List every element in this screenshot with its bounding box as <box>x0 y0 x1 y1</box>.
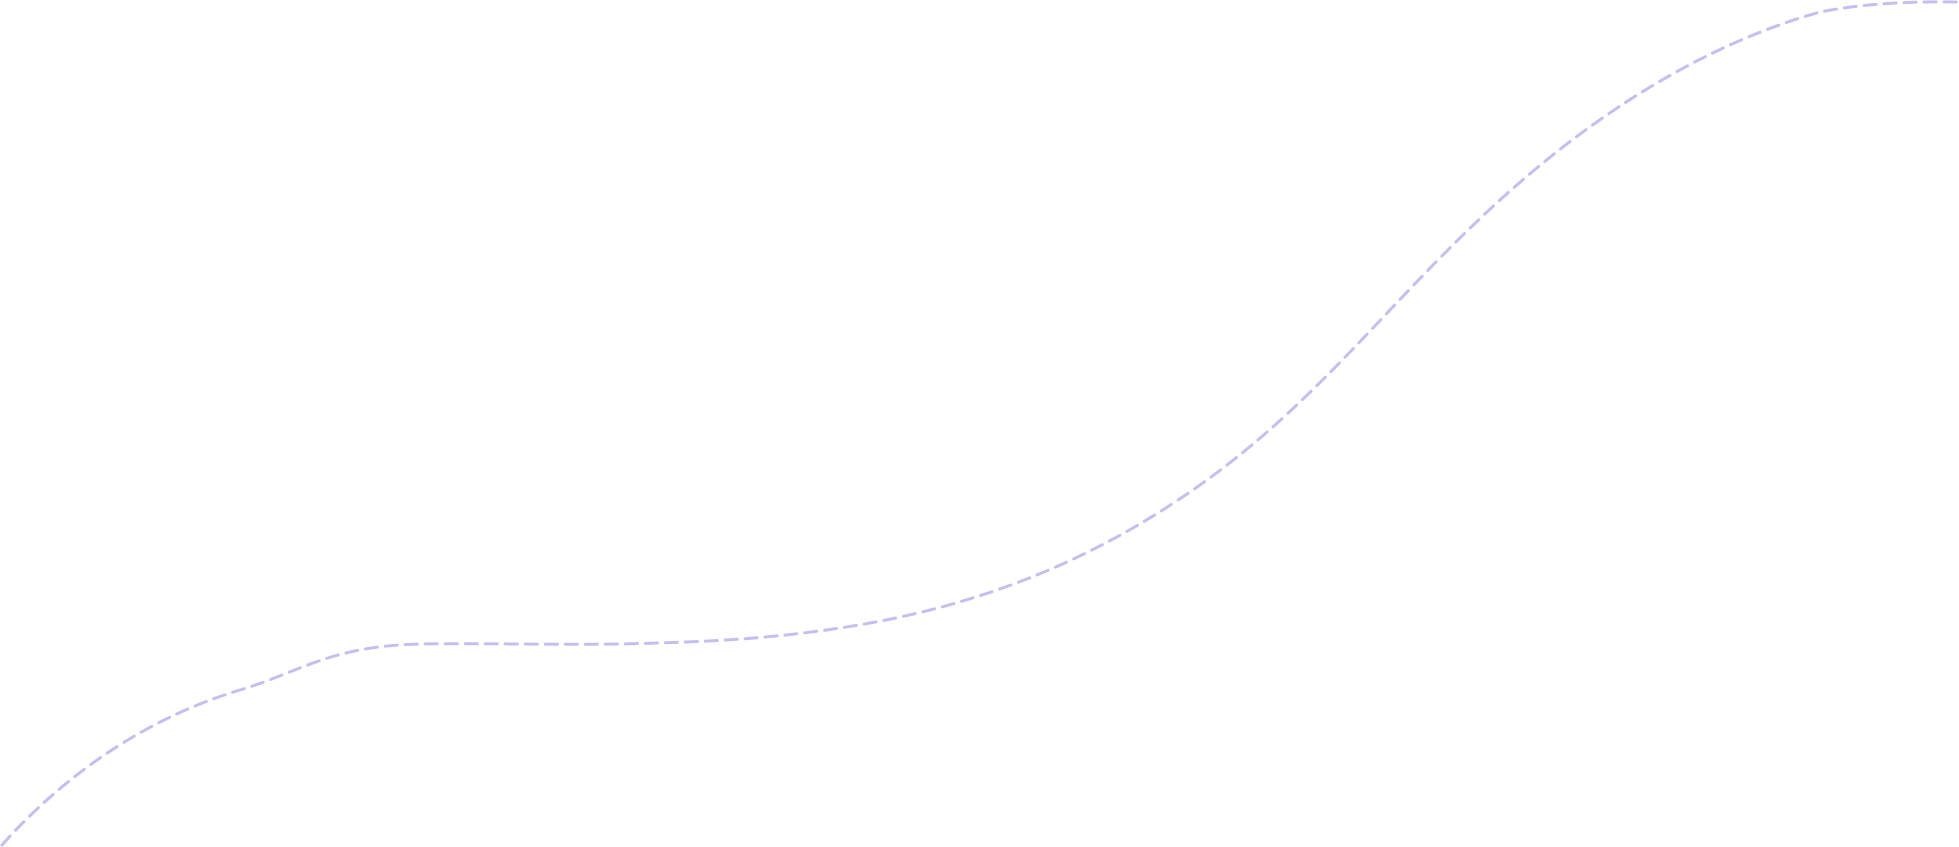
background-canvas <box>0 0 1959 847</box>
dashed-wave-curve <box>0 0 1959 847</box>
wave-path <box>0 0 1959 847</box>
